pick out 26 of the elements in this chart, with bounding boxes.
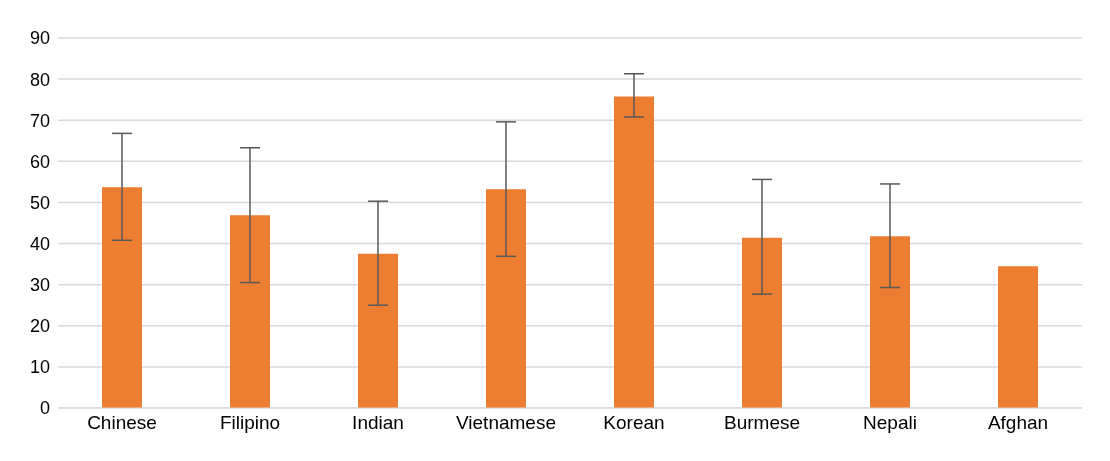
y-tick-label: 10 xyxy=(29,357,50,378)
x-tick-label: Chinese xyxy=(87,412,157,434)
bar xyxy=(102,187,142,408)
x-tick-label: Indian xyxy=(352,412,404,434)
x-tick-label: Filipino xyxy=(219,412,281,434)
y-tick-label: 50 xyxy=(29,192,50,213)
y-tick-label: 40 xyxy=(29,233,50,254)
bar xyxy=(230,215,270,408)
bar xyxy=(614,96,654,408)
y-tick-label: 80 xyxy=(29,69,50,90)
x-tick-label: Nepali xyxy=(863,412,917,434)
bar xyxy=(870,236,910,408)
bar xyxy=(998,266,1038,408)
y-tick-label: 20 xyxy=(29,316,50,337)
y-tick-label: 30 xyxy=(29,275,50,296)
y-tick-label: 0 xyxy=(39,398,50,419)
bar xyxy=(742,237,782,408)
y-tick-label: 90 xyxy=(29,28,50,49)
x-tick-label: Burmese xyxy=(723,412,801,434)
bar xyxy=(358,253,398,408)
x-tick-label: Afghan xyxy=(987,412,1049,434)
y-tick-label: 70 xyxy=(29,110,50,131)
y-tick-label: 60 xyxy=(29,151,50,172)
bar xyxy=(486,189,526,408)
x-tick-label: Korean xyxy=(603,412,665,434)
x-tick-label: Vietnamese xyxy=(456,412,556,434)
